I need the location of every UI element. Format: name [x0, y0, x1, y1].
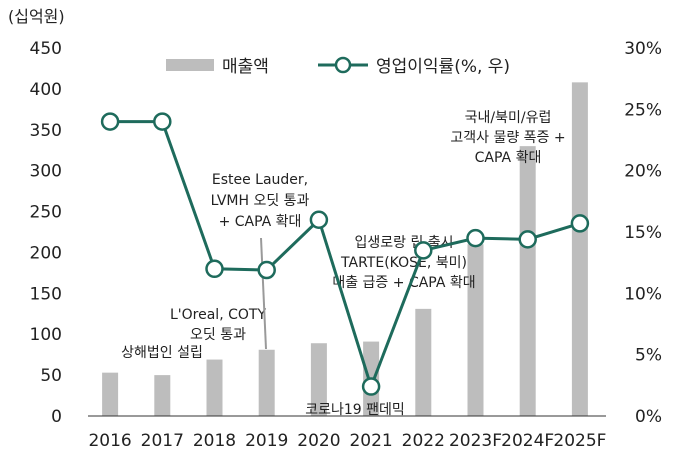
right-tick-label: 0%: [635, 407, 662, 427]
x-tick-label: 2022: [402, 431, 445, 451]
annotation-text: 상해법인 설립: [121, 345, 203, 361]
legend-label-sales: 매출액: [222, 57, 269, 77]
annotations: 상해법인 설립 L'Oreal, COTY 오딧 통과 Estee Lauder, LV…: [121, 110, 565, 418]
x-tick-label: 2019: [245, 431, 288, 451]
annotation-text: 국내/북미/유럽: [465, 110, 552, 126]
bar-2024F: [519, 146, 536, 416]
marker-2021: [361, 377, 381, 396]
bar-2023F: [467, 244, 484, 416]
marker-2017: [153, 112, 172, 131]
annotation-text: L'Oreal, COTY: [170, 307, 266, 323]
left-tick-label: 450: [30, 39, 62, 59]
left-axis-ticks: 0 50 100 150 200 250 300 350 400 450: [30, 39, 62, 427]
marker-2016: [100, 112, 120, 131]
bar-2022: [415, 308, 432, 416]
right-axis-ticks: 0% 5% 10% 15% 20% 25% 30%: [624, 39, 662, 427]
right-tick-label: 25%: [624, 100, 662, 120]
marker-2023F: [466, 228, 485, 248]
annotation-text: TARTE(KOSE, 북미): [340, 255, 467, 271]
bar-2025F: [571, 82, 588, 416]
left-tick-label: 400: [30, 80, 62, 100]
x-tick-label: 2018: [193, 431, 236, 451]
x-tick-label: 2021: [349, 431, 392, 451]
annotation-text: 입생로랑 립 출시: [354, 235, 453, 251]
left-tick-label: 200: [30, 243, 62, 263]
left-tick-label: 0: [51, 407, 62, 427]
right-tick-label: 15%: [624, 223, 662, 243]
legend: 매출액 영업이익률(%, 우): [166, 56, 510, 77]
left-tick-label: 150: [30, 284, 62, 304]
annotation-text: 고객사 물량 폭증 +: [450, 130, 565, 146]
bar-2020: [310, 343, 327, 416]
axes: 0 50 100 150 200 250 300 350 400 450 0% 5% 10% 15% 20…: [8, 7, 662, 451]
left-axis-unit: (십억원): [8, 7, 65, 26]
legend-swatch-margin-marker: [334, 56, 352, 74]
annotation-text: Estee Lauder,: [212, 172, 308, 188]
right-tick-label: 20%: [624, 162, 662, 182]
x-tick-label: 2023F: [449, 431, 502, 451]
marker-2020: [309, 210, 329, 229]
left-tick-label: 250: [30, 203, 62, 223]
marker-2025F: [570, 214, 590, 233]
marker-2022: [414, 241, 433, 260]
bar-2019: [258, 349, 275, 416]
x-axis-ticks: 2016 2017 2018 2019 2020 2021 2022 2023F 2024F 20…: [88, 431, 606, 451]
x-tick-label: 2020: [297, 431, 340, 451]
bar-series: [102, 82, 588, 416]
line-series: [100, 112, 590, 396]
left-tick-label: 300: [30, 162, 62, 182]
left-tick-label: 50: [40, 366, 62, 386]
annotation-text: 오딧 통과: [190, 327, 246, 343]
annotation-text: 매출 급증 + CAPA 확대: [332, 275, 475, 291]
marker-2019: [257, 260, 276, 280]
x-tick-label: 2017: [141, 431, 184, 451]
right-tick-label: 30%: [624, 39, 662, 59]
annotation-text: 코로나19 팬데믹: [305, 402, 405, 418]
operating-margin-line: [110, 120, 581, 392]
annotation-text: CAPA 확대: [475, 150, 542, 166]
annotation-leader-line: [260, 237, 267, 350]
x-tick-label: 2016: [88, 431, 131, 451]
legend-label-margin: 영업이익률(%, 우): [376, 57, 510, 77]
right-tick-label: 5%: [635, 346, 662, 366]
right-tick-label: 10%: [624, 284, 662, 304]
marker-2018: [205, 259, 224, 279]
left-tick-label: 350: [30, 121, 62, 141]
marker-2024F: [518, 230, 537, 249]
left-tick-label: 100: [30, 325, 62, 345]
bar-2016: [102, 372, 119, 416]
x-tick-label: 2024F: [501, 431, 554, 451]
annotation-text: + CAPA 확대: [219, 214, 302, 230]
x-tick-label: 2025F: [553, 431, 606, 451]
legend-swatch-sales: [166, 59, 214, 71]
annotation-text: LVMH 오딧 통과: [211, 193, 310, 209]
bar-2017: [154, 375, 171, 416]
bar-2018: [206, 359, 223, 416]
